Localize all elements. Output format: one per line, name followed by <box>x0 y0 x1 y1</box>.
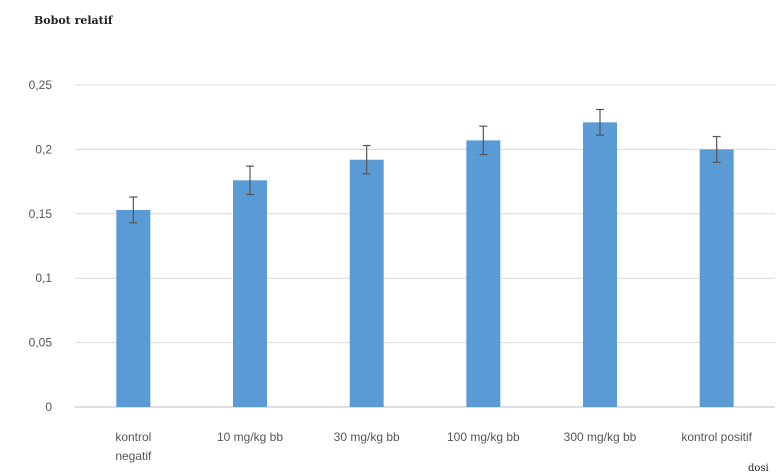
y-tick-label: 0,2 <box>35 142 52 156</box>
bars <box>116 122 734 408</box>
x-axis-category-labels: kontrol negatif 10 mg/kg bb 30 mg/kg bb 100 … <box>115 430 752 463</box>
bar <box>233 180 267 407</box>
chart-title: Bobot relatif <box>34 14 114 27</box>
error-bars <box>129 108 721 224</box>
bar <box>583 122 617 408</box>
gridlines <box>75 84 775 408</box>
y-tick-label: 0,15 <box>29 207 53 221</box>
x-category-label: kontrol positif <box>681 430 752 444</box>
y-axis-ticks: 0 0,05 0,1 0,15 0,2 0,25 <box>29 78 53 414</box>
y-tick-label: 0,25 <box>29 78 53 92</box>
y-tick-label: 0,05 <box>29 336 53 350</box>
bar <box>466 140 501 407</box>
x-axis-label: dosi <box>748 463 769 474</box>
x-category-label: 300 mg/kg bb <box>564 430 637 444</box>
x-category-label: 100 mg/kg bb <box>447 430 520 444</box>
y-tick-label: 0,1 <box>35 271 52 285</box>
y-tick-label: 0 <box>45 400 52 414</box>
x-category-label: 30 mg/kg bb <box>334 430 400 444</box>
x-category-label: kontrol negatif <box>115 430 152 463</box>
bar <box>349 159 384 407</box>
bar <box>116 209 151 407</box>
bar <box>699 149 734 407</box>
x-category-label: 10 mg/kg bb <box>217 430 283 444</box>
